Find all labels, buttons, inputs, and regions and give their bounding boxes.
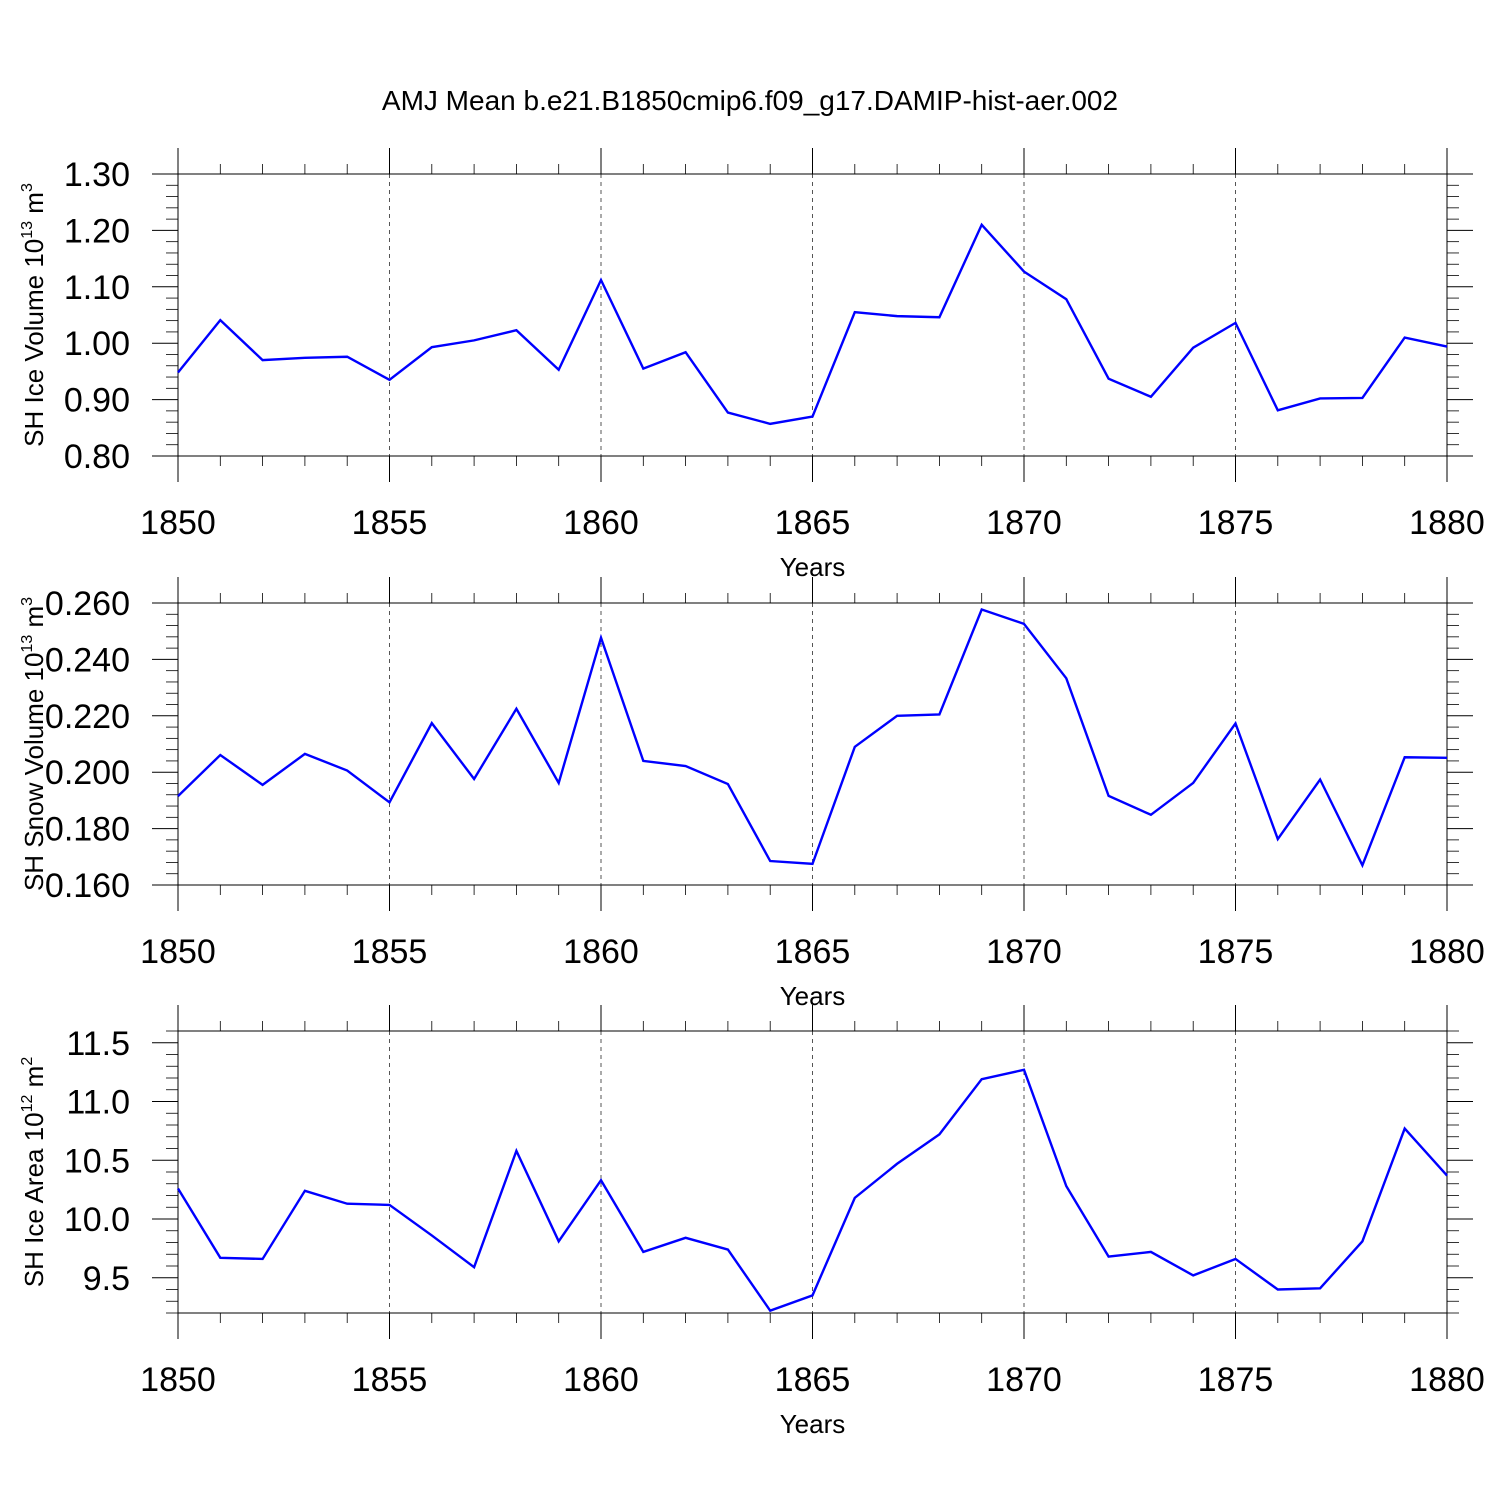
x-tick-label: 1880 bbox=[1409, 933, 1485, 971]
x-axis-title: Years bbox=[780, 1409, 846, 1439]
y-tick-label: 1.00 bbox=[64, 325, 130, 363]
y-axis-title: SH Snow Volume 1013 m3 bbox=[19, 597, 49, 891]
y-tick-label: 11.0 bbox=[66, 1084, 130, 1122]
x-tick-label: 1865 bbox=[775, 504, 851, 542]
y-tick-label: 0.160 bbox=[45, 867, 130, 905]
chart-panel-2: 0.160 0.180 0.200 0.220 0.240 0.260 1850 1855 18… bbox=[19, 577, 1485, 1011]
chart-panel-1: 0.80 0.90 1.00 1.10 1.20 1.30 1850 1855 1860 1865… bbox=[19, 148, 1485, 582]
y-axis-title-exponent: 13 bbox=[19, 221, 36, 239]
x-tick-label: 1875 bbox=[1198, 933, 1274, 971]
x-tick-label: 1855 bbox=[352, 1361, 428, 1399]
x-tick-label: 1865 bbox=[775, 1361, 851, 1399]
y-tick-label: 1.10 bbox=[64, 269, 130, 307]
x-tick-label: 1875 bbox=[1198, 504, 1274, 542]
y-tick-label: 10.5 bbox=[64, 1142, 130, 1180]
y-axis-title-main: SH Ice Area 10 bbox=[19, 1112, 49, 1287]
y-tick-label: 9.5 bbox=[83, 1260, 130, 1298]
y-axis-title: SH Ice Area 1012 m2 bbox=[19, 1057, 49, 1288]
y-axis-title-exponent: 13 bbox=[19, 635, 36, 653]
x-tick-label: 1870 bbox=[986, 1361, 1062, 1399]
figure-title: AMJ Mean b.e21.B1850cmip6.f09_g17.DAMIP-… bbox=[382, 85, 1118, 116]
y-axis-title-main: SH Ice Volume 10 bbox=[19, 239, 49, 447]
series-line bbox=[176, 1068, 1448, 1313]
y-axis-title-unit-exponent: 3 bbox=[19, 597, 36, 606]
y-axis-title-unit-exponent: 2 bbox=[19, 1057, 36, 1066]
y-tick-label: 0.260 bbox=[45, 585, 130, 623]
x-tick-label: 1860 bbox=[563, 504, 639, 542]
y-tick-label: 0.200 bbox=[45, 754, 130, 792]
y-tick-label: 10.0 bbox=[64, 1201, 130, 1239]
x-tick-label: 1850 bbox=[140, 1361, 216, 1399]
y-axis-title-unit: m bbox=[19, 1066, 49, 1095]
x-tick-label: 1860 bbox=[563, 1361, 639, 1399]
x-tick-label: 1860 bbox=[563, 933, 639, 971]
y-tick-label: 0.240 bbox=[45, 641, 130, 679]
y-tick-label: 1.30 bbox=[64, 156, 130, 194]
x-tick-label: 1870 bbox=[986, 504, 1062, 542]
y-axis-title-unit: m bbox=[19, 192, 49, 221]
y-tick-label: 11.5 bbox=[66, 1025, 130, 1063]
y-tick-label: 0.80 bbox=[64, 438, 130, 476]
x-tick-label: 1850 bbox=[140, 504, 216, 542]
x-tick-label: 1880 bbox=[1409, 1361, 1485, 1399]
x-tick-label: 1865 bbox=[775, 933, 851, 971]
x-tick-label: 1880 bbox=[1409, 504, 1485, 542]
x-tick-label: 1875 bbox=[1198, 1361, 1274, 1399]
x-tick-label: 1870 bbox=[986, 933, 1062, 971]
y-tick-label: 0.90 bbox=[64, 382, 130, 420]
x-tick-label: 1855 bbox=[352, 504, 428, 542]
y-tick-label: 0.180 bbox=[45, 811, 130, 849]
x-tick-label: 1850 bbox=[140, 933, 216, 971]
chart-panel-3: 9.5 10.0 10.5 11.0 11.5 1850 1855 1860 1865 1870 1… bbox=[19, 1005, 1485, 1439]
y-axis-title: SH Ice Volume 1013 m3 bbox=[19, 183, 49, 447]
y-axis-title-main: SH Snow Volume 10 bbox=[19, 653, 49, 891]
series-line bbox=[177, 222, 1448, 426]
x-tick-label: 1855 bbox=[352, 933, 428, 971]
y-axis-title-unit: m bbox=[19, 606, 49, 635]
series-line bbox=[177, 607, 1448, 869]
y-axis-title-exponent: 12 bbox=[19, 1094, 36, 1112]
y-tick-label: 1.20 bbox=[64, 212, 130, 250]
y-axis-title-unit-exponent: 3 bbox=[19, 183, 36, 192]
y-tick-label: 0.220 bbox=[45, 698, 130, 736]
